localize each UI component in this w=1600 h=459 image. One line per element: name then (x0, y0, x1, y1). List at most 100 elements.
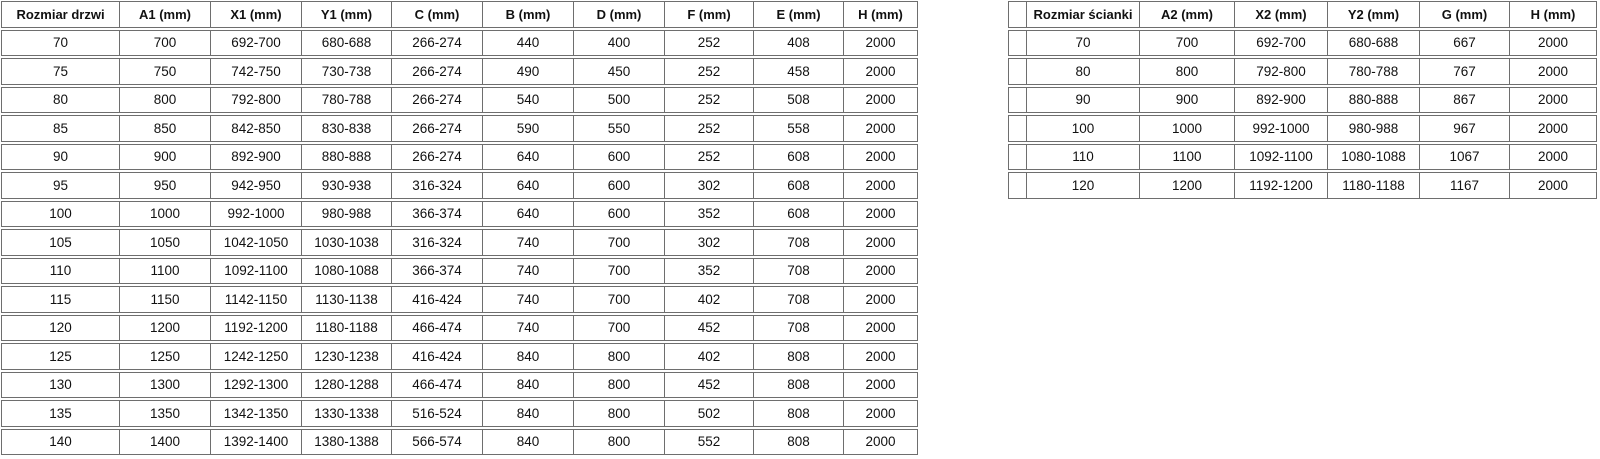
column-header: X2 (mm) (1235, 2, 1328, 27)
table-cell: 892-900 (211, 144, 302, 169)
table-cell: 742-750 (211, 59, 302, 84)
table-cell: 2000 (1537, 177, 1569, 193)
table-cell: 800 (574, 344, 665, 369)
table-row: 100 1000 992-1000 980-988 366-374 640 600 352 60… (1, 200, 918, 227)
table-cell: 252 (665, 116, 754, 141)
table-cell: 2000 (865, 234, 896, 250)
table-cell: 1067 (1420, 144, 1510, 169)
table-cell: 266-274 (392, 59, 483, 84)
table-cell: 1000 (1140, 116, 1235, 141)
table-cell: 640 (483, 201, 574, 226)
table-cell: 608 (754, 201, 844, 226)
spacer-cell (1009, 59, 1027, 84)
table-header-row: Rozmiar drzwi A1 (mm) X1 (mm) Y1 (mm) C (mm)… (1, 1, 918, 28)
table-cell: 416-424 (392, 287, 483, 312)
table-cell: 1330-1338 (302, 401, 392, 426)
table-cell: 792-800 (211, 87, 302, 112)
table-cell: 640 (483, 173, 574, 198)
table-cell: 740 (483, 287, 574, 312)
table-cell: 2000 (865, 377, 896, 393)
table-cell: 800 (574, 372, 665, 397)
table-row: 110 1100 1092-1100 1080-1088 1067 2000 (1008, 143, 1597, 170)
table-cell: 800 (120, 87, 211, 112)
table-cell: 700 (120, 30, 211, 55)
column-header: B (mm) (483, 2, 574, 27)
table-cell: 680-688 (1328, 30, 1420, 55)
table-cell: 600 (574, 144, 665, 169)
table-cell: 70 (2, 30, 120, 55)
table-cell: 80 (1027, 59, 1140, 84)
column-header: Rozmiar ścianki (1027, 2, 1140, 27)
table-cell: 808 (754, 401, 844, 426)
table-cell: 90 (2, 144, 120, 169)
table-cell: 416-424 (392, 344, 483, 369)
table-cell: 2000 (865, 149, 896, 165)
table-cell: 90 (1027, 87, 1140, 112)
table-cell: 1250 (120, 344, 211, 369)
table-cell: 800 (1140, 59, 1235, 84)
table-cell: 558 (754, 116, 844, 141)
table-cell: 266-274 (392, 30, 483, 55)
table-cell: 600 (574, 173, 665, 198)
table-cell: 1192-1200 (1235, 173, 1328, 198)
table-cell: 808 (754, 344, 844, 369)
table-cell: 135 (2, 401, 120, 426)
table-cell: 70 (1027, 30, 1140, 55)
table-cell: 105 (2, 230, 120, 255)
table-cell: 440 (483, 30, 574, 55)
table-cell: 2000 (1537, 63, 1569, 79)
table-row: 135 1350 1342-1350 1330-1338 516-524 840 800 50… (1, 400, 918, 427)
table-cell: 366-374 (392, 201, 483, 226)
table-cell: 1142-1150 (211, 287, 302, 312)
spacer-cell (1009, 2, 1027, 27)
table-cell: 402 (665, 287, 754, 312)
table-row: 120 1200 1192-1200 1180-1188 466-474 740 700 45… (1, 314, 918, 341)
table-cell: 942-950 (211, 173, 302, 198)
column-header: H (mm) (858, 6, 903, 22)
table-cell: 1400 (120, 429, 211, 454)
table-cell: 2000 (1537, 149, 1569, 165)
column-header: Y1 (mm) (302, 2, 392, 27)
table-cell: 302 (665, 173, 754, 198)
table-cell: 1350 (120, 401, 211, 426)
table-cell: 608 (754, 173, 844, 198)
table-row: 90 900 892-900 880-888 266-274 640 600 252 608 20… (1, 143, 918, 170)
table-cell: 95 (2, 173, 120, 198)
table-cell: 516-524 (392, 401, 483, 426)
table-cell: 880-888 (1328, 87, 1420, 112)
table-cell: 608 (754, 144, 844, 169)
table-cell: 80 (2, 87, 120, 112)
table-cell: 100 (1027, 116, 1140, 141)
table-cell: 490 (483, 59, 574, 84)
table-cell: 867 (1420, 87, 1510, 112)
table-cell: 1380-1388 (302, 429, 392, 454)
table-cell: 2000 (865, 291, 896, 307)
table-header-row: Rozmiar ścianki A2 (mm) X2 (mm) Y2 (mm) G (m… (1008, 1, 1597, 28)
table-cell: 2000 (865, 434, 896, 450)
table-cell: 767 (1420, 59, 1510, 84)
table-cell: 2000 (865, 177, 896, 193)
table-cell: 1030-1038 (302, 230, 392, 255)
column-header: X1 (mm) (211, 2, 302, 27)
table-cell: 540 (483, 87, 574, 112)
column-header: Rozmiar drzwi (2, 2, 120, 27)
table-cell: 302 (665, 230, 754, 255)
table-cell: 700 (574, 230, 665, 255)
table-row: 70 700 692-700 680-688 667 2000 (1008, 29, 1597, 56)
table-row: 80 800 792-800 780-788 266-274 540 500 252 508 20… (1, 86, 918, 113)
table-cell: 992-1000 (1235, 116, 1328, 141)
table-cell: 75 (2, 59, 120, 84)
table-cell: 1130-1138 (302, 287, 392, 312)
table-cell: 466-474 (392, 315, 483, 340)
wall-panel-size-table: Rozmiar ścianki A2 (mm) X2 (mm) Y2 (mm) G (m… (1008, 1, 1597, 199)
table-row: 70 700 692-700 680-688 266-274 440 400 252 408 20… (1, 29, 918, 56)
table-cell: 700 (1140, 30, 1235, 55)
table-cell: 892-900 (1235, 87, 1328, 112)
table-cell: 110 (1027, 144, 1140, 169)
table-cell: 692-700 (1235, 30, 1328, 55)
table-cell: 2000 (1537, 92, 1569, 108)
table-cell: 1242-1250 (211, 344, 302, 369)
table-cell: 252 (665, 144, 754, 169)
table-cell: 1080-1088 (1328, 144, 1420, 169)
table-cell: 980-988 (1328, 116, 1420, 141)
